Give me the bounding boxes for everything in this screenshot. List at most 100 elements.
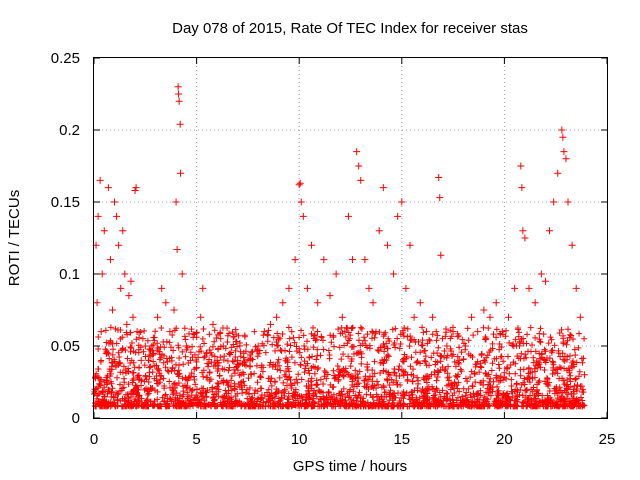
noise-mark [171, 367, 178, 374]
noise-mark [500, 377, 507, 384]
noise-mark [435, 344, 442, 351]
noise-mark [114, 396, 121, 403]
noise-mark [421, 397, 428, 404]
dense-noise-band [91, 324, 588, 410]
data-point [429, 313, 437, 321]
noise-mark [332, 396, 339, 403]
noise-mark [553, 401, 560, 408]
noise-mark [504, 364, 511, 371]
data-point [150, 349, 158, 357]
noise-mark [369, 394, 376, 401]
noise-mark [290, 334, 297, 341]
noise-mark [558, 326, 565, 333]
noise-mark [275, 336, 282, 343]
noise-mark [421, 357, 428, 364]
noise-mark [302, 400, 309, 407]
noise-mark [214, 367, 221, 374]
noise-mark [469, 398, 476, 405]
noise-mark [108, 380, 115, 387]
noise-mark [326, 355, 333, 362]
noise-mark [128, 357, 135, 364]
noise-mark [316, 388, 323, 395]
noise-mark [580, 389, 587, 396]
noise-mark [101, 393, 108, 400]
noise-mark [241, 332, 248, 339]
data-point [344, 212, 352, 220]
noise-mark [441, 395, 448, 402]
noise-mark [340, 373, 347, 380]
noise-mark [485, 325, 492, 332]
noise-mark [422, 396, 429, 403]
noise-mark [389, 397, 396, 404]
noise-mark [167, 396, 174, 403]
noise-mark [422, 347, 429, 354]
noise-mark [115, 349, 122, 356]
data-point [537, 270, 545, 278]
data-point [166, 328, 174, 336]
plot-frame [93, 57, 608, 419]
noise-mark [357, 398, 364, 405]
noise-mark [191, 331, 198, 338]
noise-mark [470, 390, 477, 397]
data-point [234, 356, 242, 364]
noise-mark [122, 397, 129, 404]
noise-mark [580, 355, 587, 362]
noise-mark [412, 349, 419, 356]
noise-mark [567, 352, 574, 359]
noise-mark [174, 370, 181, 377]
noise-mark [434, 332, 441, 339]
noise-mark [318, 401, 325, 408]
noise-mark [308, 375, 315, 382]
data-point [546, 227, 554, 235]
noise-mark [498, 353, 505, 360]
noise-mark [533, 386, 540, 393]
noise-mark [122, 402, 129, 409]
noise-mark [363, 391, 370, 398]
noise-mark [188, 387, 195, 394]
noise-mark [480, 357, 487, 364]
noise-mark [469, 383, 476, 390]
noise-mark [417, 360, 424, 367]
noise-mark [292, 402, 299, 409]
noise-mark [326, 389, 333, 396]
noise-mark [192, 381, 199, 388]
noise-mark [387, 387, 394, 394]
noise-mark [434, 359, 441, 366]
noise-mark [529, 341, 536, 348]
noise-mark [551, 342, 558, 349]
noise-mark [138, 377, 145, 384]
noise-mark [449, 392, 456, 399]
noise-mark [232, 400, 239, 407]
noise-mark [327, 332, 334, 339]
noise-mark [479, 399, 486, 406]
data-point [562, 155, 570, 163]
noise-mark [360, 334, 367, 341]
noise-mark [561, 365, 568, 372]
noise-mark [130, 388, 137, 395]
noise-mark [433, 377, 440, 384]
noise-mark [310, 403, 317, 410]
noise-mark [147, 398, 154, 405]
noise-mark [422, 388, 429, 395]
noise-mark [265, 327, 272, 334]
noise-mark [249, 348, 256, 355]
noise-mark [130, 375, 137, 382]
noise-mark [215, 346, 222, 353]
data-point [492, 299, 500, 307]
noise-mark [164, 401, 171, 408]
noise-mark [355, 330, 362, 337]
noise-mark [197, 343, 204, 350]
noise-mark [339, 367, 346, 374]
noise-mark [560, 335, 567, 342]
noise-mark [269, 395, 276, 402]
noise-mark [436, 389, 443, 396]
noise-mark [157, 376, 164, 383]
noise-mark [328, 393, 335, 400]
noise-mark [109, 351, 116, 358]
noise-mark [220, 394, 227, 401]
data-point [175, 97, 183, 105]
noise-mark [571, 391, 578, 398]
noise-mark [369, 335, 376, 342]
noise-mark [144, 401, 151, 408]
noise-mark [461, 340, 468, 347]
